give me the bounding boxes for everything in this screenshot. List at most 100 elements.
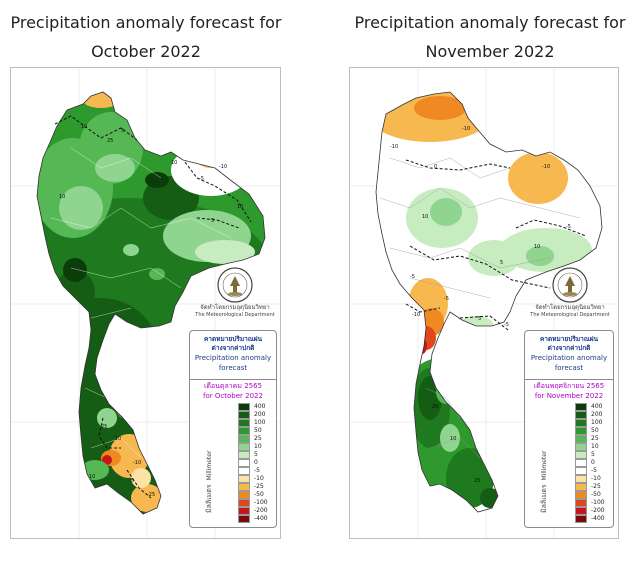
scale-swatch [575,411,587,419]
scale-label: -5 [254,467,260,474]
scale-swatch [575,483,587,491]
title-october-line1: Precipitation anomaly forecast for [10,13,282,32]
legend-month-thai: เดือนพฤศจิกายน 2565 [533,382,605,390]
contour-label: -10 [133,460,141,466]
scale-swatch [575,443,587,451]
scale-label: -50 [591,491,601,498]
department-logo: จัดทำโดยกรมอุตุนิยมวิทยา The Meteorologi… [528,266,612,319]
contour-label: 10 [422,214,428,220]
contour-label: 25 [432,404,438,410]
scale-label: 100 [254,419,266,426]
contour-label: 25 [101,424,107,430]
scale-swatch [575,459,587,467]
legend-divider [525,379,613,380]
scale-label: 5 [254,451,258,458]
scale-swatch [238,411,250,419]
scale-label: 0 [591,459,595,466]
legend-english-line2: forecast [218,364,248,372]
scale-swatch [238,443,250,451]
map-october-svg: 10 25 5 10 10 -5 -10 10 5 25 10 -10 -25 … [11,68,280,538]
title-october: Precipitation anomaly forecast for Octob… [0,8,292,66]
scale-label: -25 [254,483,264,490]
scale-label: 10 [591,443,599,450]
contour-label: -10 [390,144,398,150]
scale-swatch [575,499,587,507]
scale-swatch [575,403,587,411]
map-october: 10 25 5 10 10 -5 -10 10 5 25 10 -10 -25 … [10,67,281,539]
scale-swatch [238,507,250,515]
contours [405,159,587,331]
department-name-english: The Meteorological Department [530,312,610,318]
scale-swatch [238,491,250,499]
scale-label: -200 [254,507,268,514]
legend-month-english: for October 2022 [203,392,263,400]
scale-label: -5 [591,467,597,474]
contour-label: -10 [542,164,550,170]
legend-november: คาดหมายปริมาณฝน ต่างจากค่าปกติ Precipita… [524,330,614,528]
contour-label: 5 [478,316,481,322]
department-seal-icon [217,267,253,303]
scale-swatch [238,427,250,435]
contour-label: -5 [199,176,204,182]
legend-thai-line2: ต่างจากค่าปกติ [211,344,255,352]
scale-swatch [238,475,250,483]
scale-swatch [238,451,250,459]
contour-label: 10 [89,474,95,480]
legend-thai-line1: คาดหมายปริมาณฝน [203,335,263,343]
legend-thai-line2: ต่างจากค่าปกติ [547,344,591,352]
contour-label: 5 [500,260,503,266]
province-borders [379,157,581,459]
scale-label: -400 [254,515,268,522]
scale-label: 5 [591,451,595,458]
scale-label: 50 [591,427,599,434]
scale-swatch [238,483,250,491]
scale-swatch [575,419,587,427]
title-november: Precipitation anomaly forecast for Novem… [340,8,640,66]
legend-unit-thai: มิลลิเมตร [540,484,548,513]
contour-label: -10 [219,164,227,170]
scale-swatch [575,427,587,435]
title-november-line2: November 2022 [425,42,555,61]
legend-unit-thai: มิลลิเมตร [205,484,213,513]
scale-label: 10 [254,443,262,450]
province-borders [50,147,232,459]
contour-label: 0 [434,164,437,170]
contour-label: -5 [504,322,509,328]
department-name-thai: จัดทำโดยกรมอุตุนิยมวิทยา [535,304,605,311]
contour-label: 10 [534,244,540,250]
legend-english-line1: Precipitation anomaly [194,354,272,362]
map-november-svg: -10 -10 0 -10 10 10 5 -5 -5 -10 5 -5 -5 … [350,68,618,538]
map-november: -10 -10 0 -10 10 10 5 -5 -5 -10 5 -5 -5 … [349,67,619,539]
scale-label: -200 [591,507,605,514]
legend-month-thai: เดือนตุลาคม 2565 [203,382,263,390]
scale-swatch [238,467,250,475]
legend-english-line1: Precipitation anomaly [530,354,608,362]
scale-label: -10 [254,475,264,482]
contour-label: -25 [147,492,155,498]
contour-label: -5 [566,224,571,230]
scale-label: 25 [591,435,599,442]
department-seal-icon [552,267,588,303]
scale-label: 25 [254,435,262,442]
scale-label: -10 [591,475,601,482]
scale-swatch [238,459,250,467]
contour-label: -5 [129,478,134,484]
department-logo: จัดทำโดยกรมอุตุนิยมวิทยา The Meteorologi… [195,266,275,319]
legend-month-english: for November 2022 [534,392,604,400]
contour-label: 10 [81,124,87,130]
scale-swatch [575,507,587,515]
contour-label: 10 [59,194,65,200]
scale-label: 400 [591,403,603,410]
scale-label: -25 [591,483,601,490]
legend-unit-english: Millimeter [206,450,213,481]
contour-label: 5 [121,128,124,134]
scale-label: 200 [254,411,266,418]
scale-swatch [238,435,250,443]
title-october-line2: October 2022 [91,42,201,61]
contour-label: 5 [211,218,214,224]
scale-label: -400 [591,515,605,522]
contour-label: 10 [237,204,243,210]
scale-swatch [238,419,250,427]
scale-swatch [575,515,587,523]
contour-label: 10 [171,160,177,166]
